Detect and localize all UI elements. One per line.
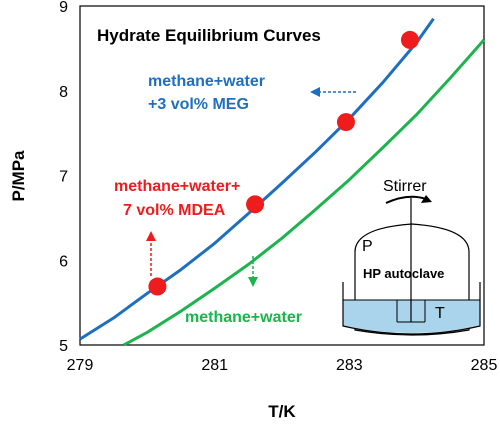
x-tick-label: 285 bbox=[471, 357, 498, 374]
data-point-methane-water-7-vol-mdea bbox=[336, 113, 355, 132]
series-line-methane-water bbox=[123, 38, 486, 347]
annotation-meg-line1: methane+water bbox=[148, 73, 265, 90]
mdea-arrow-icon bbox=[146, 231, 156, 276]
y-axis-ticks: 5 6 7 8 9 bbox=[59, 0, 68, 355]
y-tick-label: 7 bbox=[59, 169, 68, 186]
y-tick-label: 9 bbox=[59, 0, 68, 16]
plot-frame bbox=[79, 5, 485, 346]
y-tick-label: 8 bbox=[59, 84, 68, 101]
data-point-methane-water-7-vol-mdea bbox=[400, 30, 419, 49]
autoclave-inset: Stirrer P HP autoclave T bbox=[342, 178, 481, 336]
meg-arrow-icon bbox=[310, 87, 356, 97]
x-tick-label: 281 bbox=[201, 357, 228, 374]
series-line-methane-water-3-vol-meg bbox=[79, 17, 435, 341]
data-point-methane-water-7-vol-mdea bbox=[148, 277, 167, 296]
inset-pressure-label: P bbox=[362, 238, 373, 255]
annotation-mdea-line1: methane+water+ bbox=[114, 178, 240, 195]
annotation-water: methane+water bbox=[185, 309, 302, 326]
series-layer bbox=[79, 17, 486, 347]
annotation-mdea-line2: 7 vol% MDEA bbox=[123, 202, 226, 219]
y-axis-title: P/MPa bbox=[9, 150, 28, 202]
x-axis-ticks: 279 281 283 285 bbox=[67, 357, 498, 374]
y-tick-label: 6 bbox=[59, 253, 68, 270]
x-tick-label: 283 bbox=[336, 357, 363, 374]
x-tick-label: 279 bbox=[67, 357, 94, 374]
chart-title: Hydrate Equilibrium Curves bbox=[97, 26, 321, 45]
inset-stirrer-label: Stirrer bbox=[383, 178, 427, 195]
annotation-meg-line2: +3 vol% MEG bbox=[148, 96, 249, 113]
inset-temperature-label: T bbox=[435, 305, 445, 322]
y-tick-label: 5 bbox=[59, 338, 68, 355]
x-axis-title: T/K bbox=[268, 402, 296, 421]
data-point-methane-water-7-vol-mdea bbox=[246, 195, 265, 214]
inset-vessel-label: HP autoclave bbox=[363, 266, 444, 281]
water-arrow-icon bbox=[248, 256, 258, 287]
